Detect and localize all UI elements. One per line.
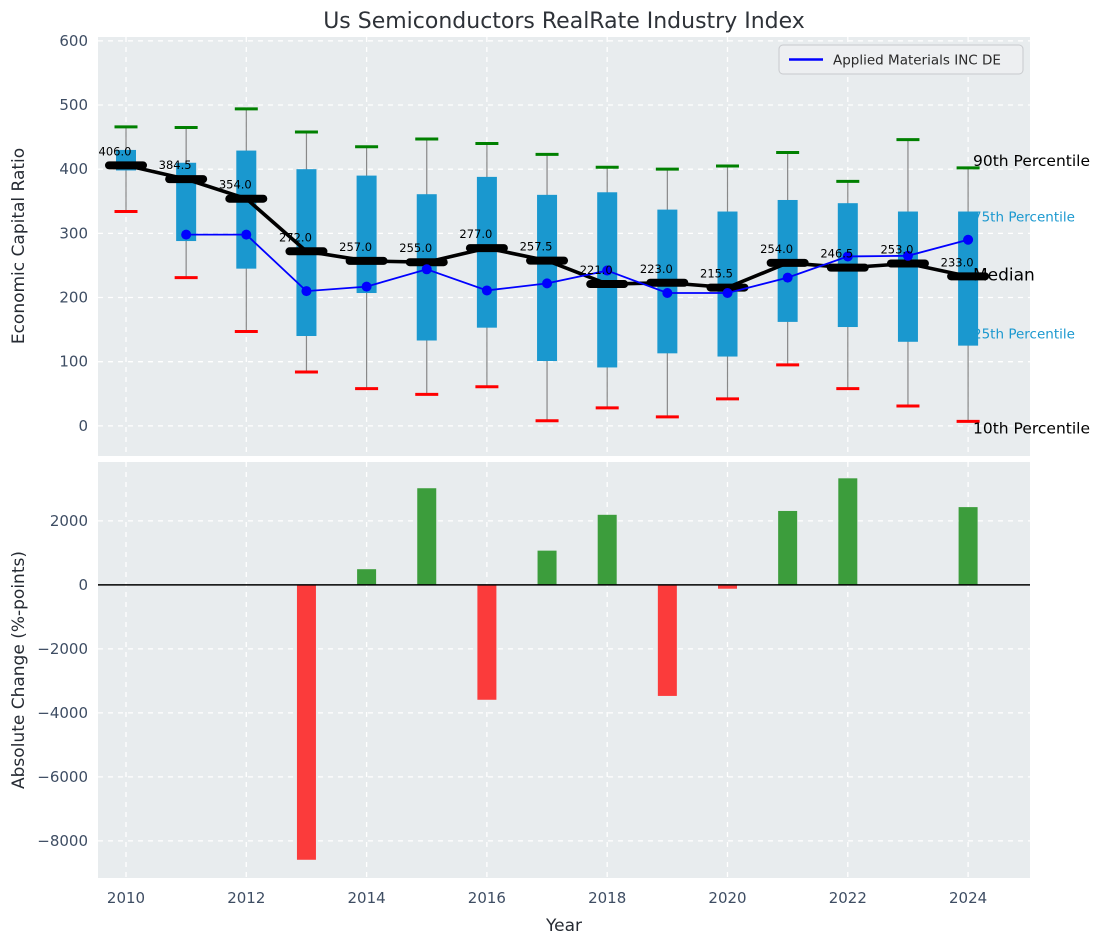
iqr-box (597, 192, 618, 368)
company-line (186, 233, 969, 294)
x-tick-label: 2016 (468, 889, 506, 907)
change-bar (417, 488, 437, 585)
legend-label: Applied Materials INC DE (833, 53, 1001, 69)
company-point (421, 264, 432, 275)
company-point (722, 288, 733, 299)
x-tick-label: 2024 (949, 889, 987, 907)
y-tick-label: 0 (78, 417, 88, 435)
company-point (481, 285, 492, 296)
change-bar (958, 507, 978, 585)
percentile-annotation: 90th Percentile (973, 152, 1090, 170)
bottom-panel-background (98, 462, 1030, 878)
y-tick-label: 500 (59, 96, 88, 114)
iqr-box (897, 211, 918, 342)
median-value-label: 257.0 (339, 240, 372, 254)
percentile-annotation: 25th Percentile (973, 327, 1075, 343)
company-point (662, 288, 673, 299)
median-value-label: 255.0 (399, 241, 432, 255)
iqr-box (537, 194, 558, 362)
y-tick-label: 400 (59, 160, 88, 178)
median-value-label: 354.0 (219, 178, 252, 192)
change-bar (357, 569, 377, 585)
chart-title: Us Semiconductors RealRate Industry Inde… (323, 9, 805, 34)
y-tick-label: 0 (78, 576, 88, 594)
y-tick-label: 600 (59, 32, 88, 50)
x-tick-label: 2014 (348, 889, 386, 907)
company-point (842, 251, 853, 262)
median-value-label: 254.0 (760, 242, 793, 256)
median-value-label: 384.5 (159, 158, 192, 172)
median-value-label: 246.5 (820, 247, 853, 261)
company-point (542, 278, 553, 289)
legend: Applied Materials INC DE (778, 44, 1024, 75)
percentile-annotation: 75th Percentile (973, 210, 1075, 226)
y-tick-label: −8000 (37, 832, 88, 850)
change-bar (597, 514, 617, 585)
y-tick-label: 2000 (50, 512, 88, 530)
percentile-annotation: Median (973, 265, 1035, 285)
y-tick-label: −4000 (37, 704, 88, 722)
change-bar (778, 510, 798, 585)
median-value-label: 233.0 (941, 255, 974, 269)
change-bar (657, 584, 677, 696)
x-tick-label: 2020 (708, 889, 746, 907)
y-tick-label: 300 (59, 224, 88, 242)
company-point (963, 234, 974, 245)
median-value-label: 257.5 (520, 240, 553, 254)
median-value-label: 406.0 (99, 144, 132, 158)
iqr-box (356, 175, 377, 294)
change-bar (718, 584, 737, 589)
change-bar (296, 584, 316, 860)
median-value-label: 221.0 (580, 263, 613, 277)
legend-frame (778, 44, 1024, 75)
bottom-y-axis-label: Absolute Change (%-points) (9, 551, 29, 789)
company-point (602, 265, 613, 276)
x-axis-label: Year (545, 916, 582, 936)
company-point (782, 272, 793, 283)
median-value-label: 215.5 (700, 267, 733, 281)
y-tick-label: 200 (59, 289, 88, 307)
median-value-label: 253.0 (880, 243, 913, 257)
median-value-label: 272.0 (279, 230, 312, 244)
x-tick-label: 2012 (227, 889, 265, 907)
median-value-label: 277.0 (459, 227, 492, 241)
company-point (241, 229, 252, 240)
company-point (361, 281, 372, 292)
company-point (301, 286, 312, 297)
percentile-annotation: 10th Percentile (973, 419, 1090, 437)
change-bar (838, 478, 858, 585)
top-y-axis-label: Economic Capital Ratio (9, 148, 29, 344)
iqr-box (236, 150, 257, 269)
median-value-label: 223.0 (640, 262, 673, 276)
x-tick-label: 2022 (829, 889, 867, 907)
iqr-box (476, 176, 497, 328)
x-tick-label: 2018 (588, 889, 626, 907)
y-tick-label: −2000 (37, 640, 88, 658)
company-point (181, 229, 192, 240)
company-point (902, 250, 913, 261)
change-bar (537, 550, 557, 585)
x-tick-label: 2010 (107, 889, 145, 907)
y-tick-label: −6000 (37, 768, 88, 786)
iqr-box (176, 162, 197, 242)
change-bar (477, 584, 497, 700)
y-tick-label: 100 (59, 353, 88, 371)
plot-render-layer: 0 100 200 300 400 500 600 406.0 384.5 354.0 272.0 2… (37, 32, 1090, 907)
